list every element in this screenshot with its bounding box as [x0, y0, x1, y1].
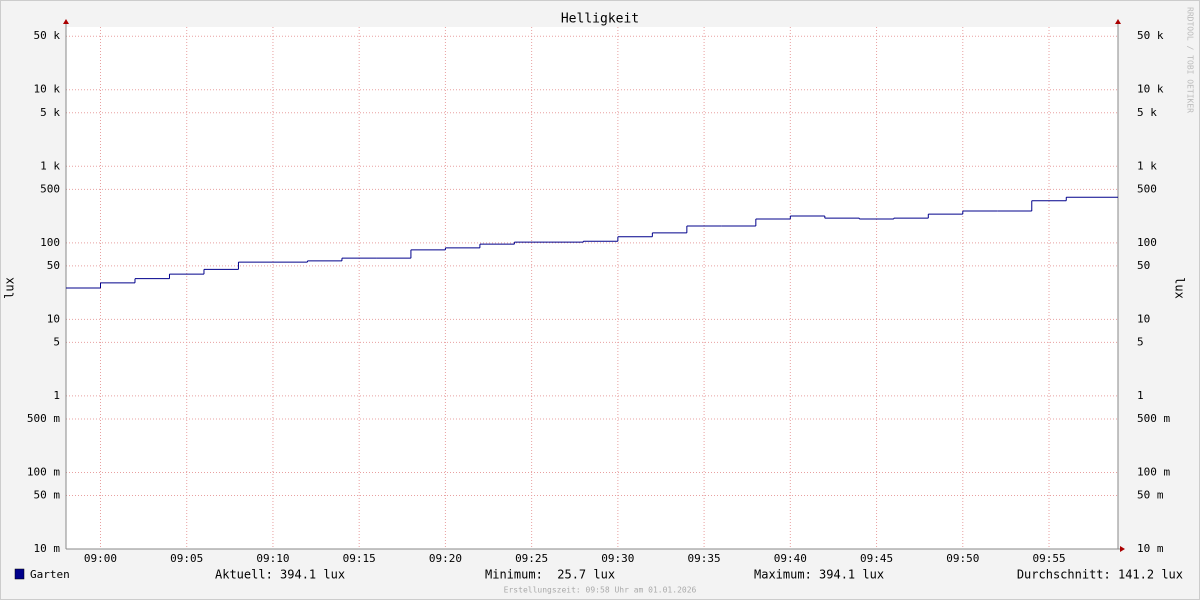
- y-tick-label: 100: [40, 236, 60, 249]
- y-tick-label: 100 m: [27, 465, 60, 478]
- x-tick-label: 09:55: [1032, 552, 1065, 565]
- stat-label: Maximum: 394.1 lux: [754, 568, 884, 582]
- x-tick-label: 09:45: [860, 552, 893, 565]
- y-tick-label: 5 k: [40, 106, 60, 119]
- y2-tick-label: 5: [1137, 335, 1144, 348]
- x-tick-label: 09:25: [515, 552, 548, 565]
- y-tick-label: 5: [53, 335, 60, 348]
- x-tick-label: 09:50: [946, 552, 979, 565]
- y2-tick-label: 50 m: [1137, 488, 1164, 501]
- x-tick-label: 09:30: [601, 552, 634, 565]
- y2-tick-label: 100: [1137, 236, 1157, 249]
- y-tick-label: 50: [47, 259, 60, 272]
- y-tick-label: 10: [47, 312, 60, 325]
- y-tick-label: 500 m: [27, 412, 60, 425]
- stat-label: Minimum: 25.7 lux: [485, 568, 615, 582]
- y-tick-label: 50 k: [34, 29, 61, 42]
- y2-tick-label: 1 k: [1137, 159, 1157, 172]
- chart-title: Helligkeit: [561, 12, 639, 27]
- y2-tick-label: 500: [1137, 182, 1157, 195]
- y2-tick-label: 10: [1137, 312, 1150, 325]
- y2-tick-label: 10 m: [1137, 542, 1164, 555]
- legend-label: Garten: [30, 568, 70, 581]
- watermark: RRDTOOL / TOBI OETIKER: [1186, 7, 1195, 113]
- plot-area: [66, 27, 1118, 549]
- y-tick-label: 10 m: [34, 542, 61, 555]
- y2-axis-label: lux: [1173, 277, 1187, 299]
- y2-tick-label: 1: [1137, 389, 1144, 402]
- x-tick-label: 09:40: [774, 552, 807, 565]
- footer: Erstellungszeit: 09:58 Uhr am 01.01.2026: [504, 586, 697, 595]
- stat-label: Aktuell: 394.1 lux: [215, 568, 345, 582]
- y2-tick-label: 10 k: [1137, 83, 1164, 96]
- y-tick-label: 1: [53, 389, 60, 402]
- axis-arrow: [1120, 546, 1125, 552]
- x-tick-label: 09:15: [343, 552, 376, 565]
- legend-swatch: [14, 568, 25, 580]
- y-axis-label: lux: [3, 277, 17, 299]
- axis-arrow: [1115, 19, 1121, 24]
- y2-tick-label: 50: [1137, 259, 1150, 272]
- axis-arrow: [63, 19, 69, 24]
- y-tick-label: 50 m: [34, 488, 61, 501]
- x-tick-label: 09:20: [429, 552, 462, 565]
- y2-tick-label: 500 m: [1137, 412, 1170, 425]
- y-tick-label: 1 k: [40, 159, 60, 172]
- stat-label: Durchschnitt: 141.2 lux: [1017, 568, 1183, 582]
- y-tick-label: 10 k: [34, 83, 61, 96]
- x-tick-label: 09:35: [688, 552, 721, 565]
- x-tick-label: 09:00: [84, 552, 117, 565]
- x-tick-label: 09:10: [256, 552, 289, 565]
- y2-tick-label: 50 k: [1137, 29, 1164, 42]
- y2-tick-label: 5 k: [1137, 106, 1157, 119]
- y2-tick-label: 100 m: [1137, 465, 1170, 478]
- y-tick-label: 500: [40, 182, 60, 195]
- x-tick-label: 09:05: [170, 552, 203, 565]
